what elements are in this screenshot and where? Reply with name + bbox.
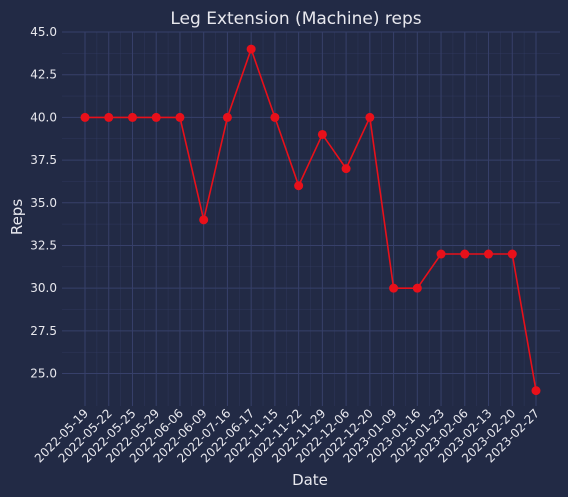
y-tick-label: 27.5 bbox=[30, 324, 57, 338]
data-point bbox=[484, 249, 494, 259]
y-tick-label: 37.5 bbox=[30, 153, 57, 167]
data-point bbox=[365, 112, 375, 122]
data-point bbox=[507, 249, 517, 259]
data-point bbox=[127, 112, 137, 122]
y-tick-label: 35.0 bbox=[30, 196, 57, 210]
data-point bbox=[80, 112, 90, 122]
data-point bbox=[412, 283, 422, 293]
data-point bbox=[151, 112, 161, 122]
data-point bbox=[436, 249, 446, 259]
y-axis-label: Reps bbox=[8, 199, 26, 235]
data-point bbox=[460, 249, 470, 259]
data-point bbox=[341, 164, 351, 174]
data-points bbox=[80, 44, 541, 396]
data-point bbox=[104, 112, 114, 122]
data-point bbox=[175, 112, 185, 122]
data-point bbox=[270, 112, 280, 122]
y-tick-label: 42.5 bbox=[30, 68, 57, 82]
data-point bbox=[199, 215, 209, 225]
y-tick-label: 32.5 bbox=[30, 238, 57, 252]
data-point bbox=[531, 386, 541, 396]
data-point bbox=[317, 129, 327, 139]
y-axis-ticks: 25.0 27.5 30.0 32.5 35.0 37.5 40.0 42.5 45.0 bbox=[30, 25, 57, 381]
data-point bbox=[246, 44, 256, 54]
y-tick-label: 30.0 bbox=[30, 281, 57, 295]
data-point bbox=[389, 283, 399, 293]
chart-title: Leg Extension (Machine) reps bbox=[170, 9, 421, 29]
y-tick-label: 25.0 bbox=[30, 367, 57, 381]
data-point bbox=[222, 112, 232, 122]
data-point bbox=[294, 181, 304, 191]
y-tick-label: 40.0 bbox=[30, 110, 57, 124]
x-axis-label: Date bbox=[292, 471, 328, 489]
y-tick-label: 45.0 bbox=[30, 25, 57, 39]
